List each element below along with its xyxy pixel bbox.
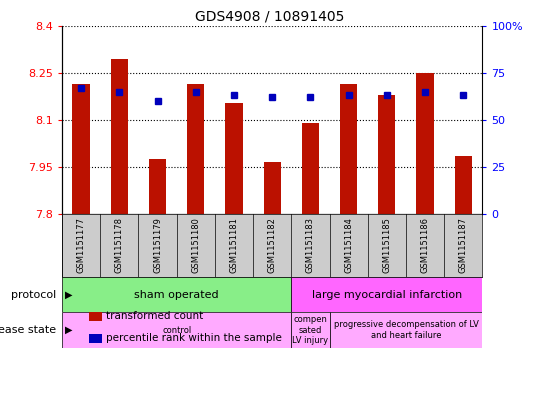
Bar xyxy=(302,123,319,214)
Bar xyxy=(417,73,434,214)
Bar xyxy=(291,277,482,312)
Text: GSM1151186: GSM1151186 xyxy=(420,217,430,273)
Text: ▶: ▶ xyxy=(65,290,72,300)
Bar xyxy=(187,84,204,214)
Text: GSM1151187: GSM1151187 xyxy=(459,217,468,273)
Bar xyxy=(62,312,291,348)
Bar xyxy=(291,312,329,348)
Text: GSM1151183: GSM1151183 xyxy=(306,217,315,273)
Text: GSM1151177: GSM1151177 xyxy=(77,217,86,273)
Bar xyxy=(62,277,291,312)
Bar xyxy=(340,84,357,214)
Text: compen
sated
LV injury: compen sated LV injury xyxy=(292,315,328,345)
Bar xyxy=(225,103,243,214)
Text: GSM1151178: GSM1151178 xyxy=(115,217,124,273)
Bar xyxy=(149,159,166,214)
Text: sham operated: sham operated xyxy=(134,290,219,300)
Text: large myocardial infarction: large myocardial infarction xyxy=(312,290,462,300)
Bar xyxy=(110,59,128,214)
Text: percentile rank within the sample: percentile rank within the sample xyxy=(106,333,282,343)
Text: GSM1151181: GSM1151181 xyxy=(230,217,238,273)
Text: progressive decompensation of LV
and heart failure: progressive decompensation of LV and hea… xyxy=(334,320,479,340)
Text: protocol: protocol xyxy=(11,290,57,300)
Bar xyxy=(72,84,89,214)
Text: control: control xyxy=(162,326,191,334)
Text: GSM1151179: GSM1151179 xyxy=(153,217,162,273)
Text: GSM1151180: GSM1151180 xyxy=(191,217,201,273)
Bar xyxy=(264,162,281,214)
Bar xyxy=(329,312,482,348)
Text: disease state: disease state xyxy=(0,325,57,335)
Text: GSM1151182: GSM1151182 xyxy=(268,217,277,273)
Bar xyxy=(378,95,396,214)
Text: GSM1151184: GSM1151184 xyxy=(344,217,353,273)
Text: ▶: ▶ xyxy=(65,325,72,335)
Text: transformed count: transformed count xyxy=(106,311,203,321)
Text: GDS4908 / 10891405: GDS4908 / 10891405 xyxy=(195,10,344,24)
Text: GSM1151185: GSM1151185 xyxy=(382,217,391,273)
Bar xyxy=(455,156,472,214)
